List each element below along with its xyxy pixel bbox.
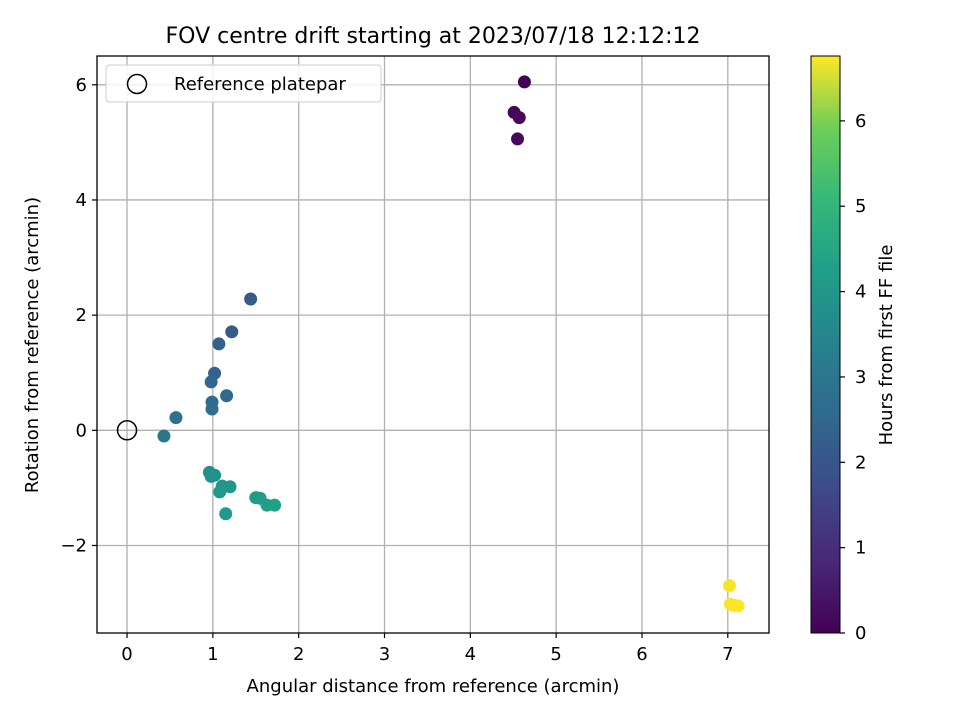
data-point [213, 485, 227, 499]
x-tick-label: 6 [636, 644, 647, 665]
data-point [223, 480, 237, 494]
data-point [204, 469, 218, 483]
data-point [169, 411, 183, 425]
axis-ticks: 0 1 2 3 4 5 6 7 −2 0 2 4 6 [60, 75, 733, 665]
y-axis-label: Rotation from reference (arcmin) [22, 197, 43, 493]
data-point [517, 75, 531, 89]
data-point [220, 389, 234, 403]
legend-box [105, 64, 382, 103]
x-tick-label: 5 [550, 644, 561, 665]
colorbar-tick-label: 2 [855, 452, 866, 473]
legend: Reference platepar [105, 64, 382, 103]
colorbar-tick-label: 6 [855, 111, 866, 132]
colorbar-gradient [810, 55, 841, 634]
data-point [212, 337, 226, 351]
data-point [511, 132, 525, 146]
colorbar-label: Hours from first FF file [876, 245, 897, 446]
chart-title: FOV centre drift starting at 2023/07/18 … [166, 24, 701, 49]
colorbar-tick-label: 1 [855, 538, 866, 559]
plot-frame [96, 55, 770, 634]
data-point [731, 599, 745, 613]
data-points [157, 75, 745, 613]
colorbar-tick-label: 3 [855, 367, 866, 388]
legend-reference-icon [126, 73, 148, 95]
x-tick-label: 3 [379, 644, 390, 665]
y-tick-label: −2 [60, 535, 87, 556]
reference-marker [116, 420, 138, 441]
colorbar-ticks: 0 1 2 3 4 5 6 [840, 111, 866, 644]
y-tick-label: 0 [76, 420, 87, 441]
colorbar: 0 1 2 3 4 5 6 Hours from first FF file [810, 55, 897, 644]
colorbar-tick-label: 4 [855, 282, 866, 303]
legend-label: Reference platepar [174, 74, 346, 95]
colorbar-tick-label: 5 [855, 196, 866, 217]
y-tick-label: 2 [76, 305, 87, 326]
data-point [225, 325, 239, 339]
y-tick-label: 4 [76, 190, 87, 211]
data-point [205, 402, 219, 416]
data-point [512, 111, 526, 125]
data-point [157, 429, 171, 443]
data-point [723, 579, 737, 593]
grid-lines [97, 56, 769, 633]
x-tick-label: 0 [121, 644, 132, 665]
y-tick-label: 6 [76, 75, 87, 96]
data-point [244, 292, 258, 306]
x-tick-label: 4 [465, 644, 476, 665]
x-axis-label: Angular distance from reference (arcmin) [247, 676, 620, 697]
x-tick-label: 1 [207, 644, 218, 665]
data-point [268, 498, 282, 512]
x-tick-label: 7 [722, 644, 733, 665]
x-tick-label: 2 [293, 644, 304, 665]
data-point [204, 375, 218, 389]
data-point [219, 507, 233, 521]
colorbar-tick-label: 0 [855, 623, 866, 644]
